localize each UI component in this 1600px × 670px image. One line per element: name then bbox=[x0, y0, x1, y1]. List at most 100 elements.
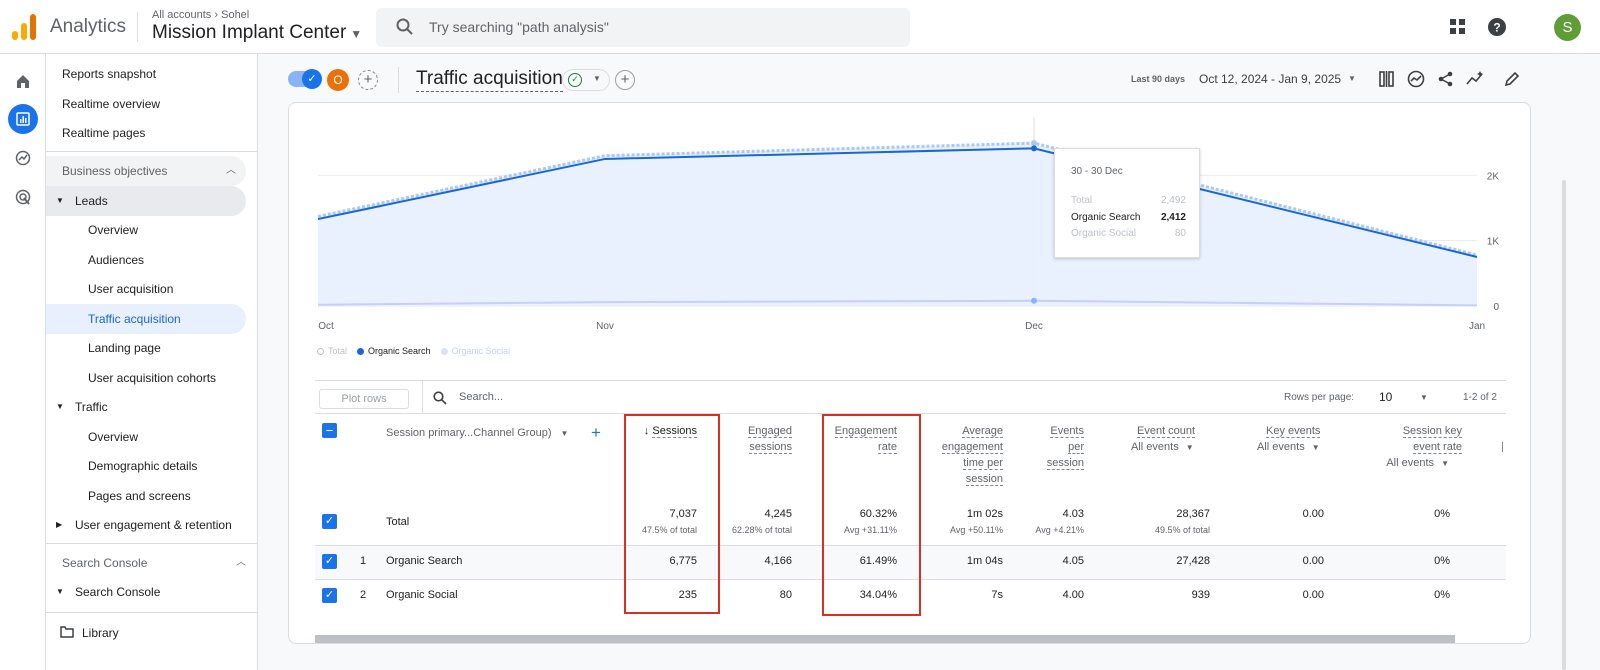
select-all-checkbox[interactable]: − bbox=[322, 423, 337, 438]
col-key-events[interactable]: Key events All events ▼ bbox=[1257, 423, 1321, 456]
column-overflow-indicator bbox=[1502, 442, 1503, 452]
rows-per-page-select[interactable]: 10 bbox=[1379, 390, 1393, 404]
vertical-scrollbar[interactable] bbox=[1562, 180, 1566, 670]
line-chart[interactable]: 2K 1K 0 Oct Nov Dec Jan bbox=[289, 103, 1531, 343]
row-background bbox=[315, 546, 1506, 580]
legend-dot-icon bbox=[317, 347, 324, 355]
col-label: time per bbox=[963, 457, 1003, 470]
dimension-selector[interactable]: Session primary...Channel Group) ▼ bbox=[386, 427, 568, 439]
compare-icon[interactable] bbox=[1378, 70, 1396, 88]
nav-leads-overview[interactable]: Overview bbox=[88, 223, 139, 237]
row-checkbox[interactable]: ✓ bbox=[322, 588, 337, 603]
caret-down-icon[interactable]: ▼ bbox=[1348, 74, 1356, 83]
legend-item-organic-search[interactable]: Organic Search bbox=[357, 346, 431, 356]
tooltip-value: 2,492 bbox=[1160, 195, 1186, 206]
col-label: Event count bbox=[1137, 425, 1196, 438]
row-label[interactable]: Organic Social bbox=[386, 589, 458, 601]
col-session-key-event-rate[interactable]: Session key event rate All events ▼ bbox=[1386, 423, 1462, 472]
nav-user-engagement[interactable]: ▶ User engagement & retention bbox=[46, 510, 246, 540]
analytics-logo-icon[interactable] bbox=[12, 14, 36, 40]
cell-session-key-event-rate: 0% bbox=[1434, 555, 1450, 567]
nav-divider bbox=[46, 612, 258, 613]
nav-traffic-overview[interactable]: Overview bbox=[88, 430, 139, 444]
apps-grid-icon[interactable] bbox=[1449, 18, 1467, 36]
point-organic-search bbox=[1031, 145, 1037, 152]
breadcrumb-account[interactable]: Sohel bbox=[221, 9, 250, 21]
add-dimension-button[interactable]: + bbox=[591, 423, 601, 442]
home-icon[interactable] bbox=[8, 66, 38, 96]
add-comparison-button[interactable]: + bbox=[358, 70, 378, 90]
nav-section-search-console[interactable]: Search Console ︿ bbox=[62, 548, 246, 578]
page-title[interactable]: Traffic acquisition bbox=[416, 67, 563, 92]
col-engaged-sessions[interactable]: Engaged sessions bbox=[747, 423, 792, 455]
caret-down-icon: ▼ bbox=[1185, 443, 1194, 452]
divider bbox=[137, 12, 138, 42]
help-icon[interactable]: ? bbox=[1488, 18, 1506, 36]
triangle-down-icon: ▼ bbox=[56, 402, 64, 411]
date-range-label: Last 90 days bbox=[1131, 74, 1186, 84]
row-checkbox[interactable]: ✓ bbox=[322, 514, 337, 529]
row-label[interactable]: Organic Search bbox=[386, 555, 463, 567]
col-filter-label: All events bbox=[1131, 441, 1179, 453]
trend-sparkle-icon[interactable] bbox=[1466, 70, 1484, 88]
nav-reports-snapshot[interactable]: Reports snapshot bbox=[62, 67, 157, 81]
account-picker[interactable]: Mission Implant Center ▼ bbox=[152, 22, 362, 44]
nav-search-console[interactable]: ▼ Search Console bbox=[46, 577, 246, 607]
date-range-picker[interactable]: Oct 12, 2024 - Jan 9, 2025 bbox=[1199, 72, 1342, 86]
nav-landing-page[interactable]: Landing page bbox=[88, 341, 161, 355]
insights-icon[interactable] bbox=[1407, 70, 1425, 88]
plot-rows-button[interactable]: Plot rows bbox=[319, 389, 409, 409]
horizontal-scrollbar[interactable] bbox=[315, 635, 1455, 643]
nav-leads[interactable]: ▼ Leads bbox=[46, 186, 246, 216]
advertising-icon[interactable] bbox=[8, 182, 38, 212]
nav-traffic[interactable]: ▼ Traffic bbox=[46, 392, 246, 422]
avatar[interactable]: S bbox=[1554, 14, 1581, 41]
col-sessions[interactable]: ↓ Sessions bbox=[644, 423, 697, 439]
nav-realtime-pages[interactable]: Realtime pages bbox=[62, 126, 146, 140]
nav-traffic-acquisition[interactable]: Traffic acquisition bbox=[46, 304, 246, 334]
total-event-count-sub: 49.5% of total bbox=[1154, 525, 1210, 535]
caret-down-icon: ▼ bbox=[350, 27, 363, 41]
cell-engagement-rate: 34.04% bbox=[859, 589, 897, 601]
breadcrumb[interactable]: All accounts › Sohel bbox=[152, 9, 249, 21]
caret-down-icon[interactable]: ▼ bbox=[1420, 393, 1428, 402]
x-tick-label: Dec bbox=[1025, 321, 1043, 332]
explore-icon[interactable] bbox=[8, 143, 38, 173]
nav-user-acquisition-cohorts[interactable]: User acquisition cohorts bbox=[88, 371, 217, 385]
nav-pages-and-screens[interactable]: Pages and screens bbox=[88, 489, 191, 503]
share-icon[interactable] bbox=[1437, 70, 1455, 88]
highlight-box-engagement-rate bbox=[822, 414, 921, 616]
nav-audiences[interactable]: Audiences bbox=[88, 253, 145, 267]
edit-pencil-icon[interactable] bbox=[1503, 70, 1521, 88]
comparison-toggle[interactable]: ✓ bbox=[288, 69, 322, 89]
row-checkbox[interactable]: ✓ bbox=[322, 554, 337, 569]
check-icon: ✓ bbox=[302, 69, 322, 89]
search-bar[interactable]: Try searching "path analysis" bbox=[376, 8, 910, 47]
col-engagement-rate[interactable]: Engagement rate bbox=[834, 423, 897, 455]
nav-user-acquisition[interactable]: User acquisition bbox=[88, 282, 174, 296]
legend-dot-icon bbox=[440, 347, 448, 355]
reports-icon[interactable] bbox=[8, 104, 38, 134]
nav-section-label: Search Console bbox=[62, 556, 148, 570]
tooltip-date: 30 - 30 Dec bbox=[1071, 166, 1123, 177]
nav-realtime-overview[interactable]: Realtime overview bbox=[62, 97, 161, 111]
triangle-down-icon: ▼ bbox=[56, 587, 64, 596]
nav-section-business-objectives[interactable]: Business objectives ︿ bbox=[46, 156, 246, 186]
legend-item-organic-social[interactable]: Organic Social bbox=[440, 346, 510, 356]
legend-item-total[interactable]: Total bbox=[317, 346, 347, 356]
app-name[interactable]: Analytics bbox=[50, 16, 127, 37]
nav-demographic-details[interactable]: Demographic details bbox=[88, 459, 198, 473]
col-event-count[interactable]: Event count All events ▼ bbox=[1131, 423, 1196, 456]
tooltip-label: Organic Social bbox=[1071, 228, 1137, 239]
total-events-per-session: 4.03 bbox=[1062, 508, 1084, 520]
table-search-input[interactable]: Search... bbox=[459, 391, 504, 403]
nav-library[interactable]: Library bbox=[60, 618, 119, 648]
col-avg-engagement-time[interactable]: Average engagement time per session bbox=[941, 423, 1003, 487]
caret-down-icon: ▼ bbox=[1441, 459, 1449, 468]
report-status-chip[interactable]: ✓ ▼ bbox=[562, 69, 610, 91]
y-tick-label: 0 bbox=[1493, 302, 1499, 313]
add-filter-button[interactable]: + bbox=[615, 70, 635, 90]
col-events-per-session[interactable]: Events per session bbox=[1046, 423, 1084, 471]
comparison-badge[interactable]: O bbox=[327, 69, 349, 91]
breadcrumb-all-accounts[interactable]: All accounts bbox=[152, 9, 212, 21]
